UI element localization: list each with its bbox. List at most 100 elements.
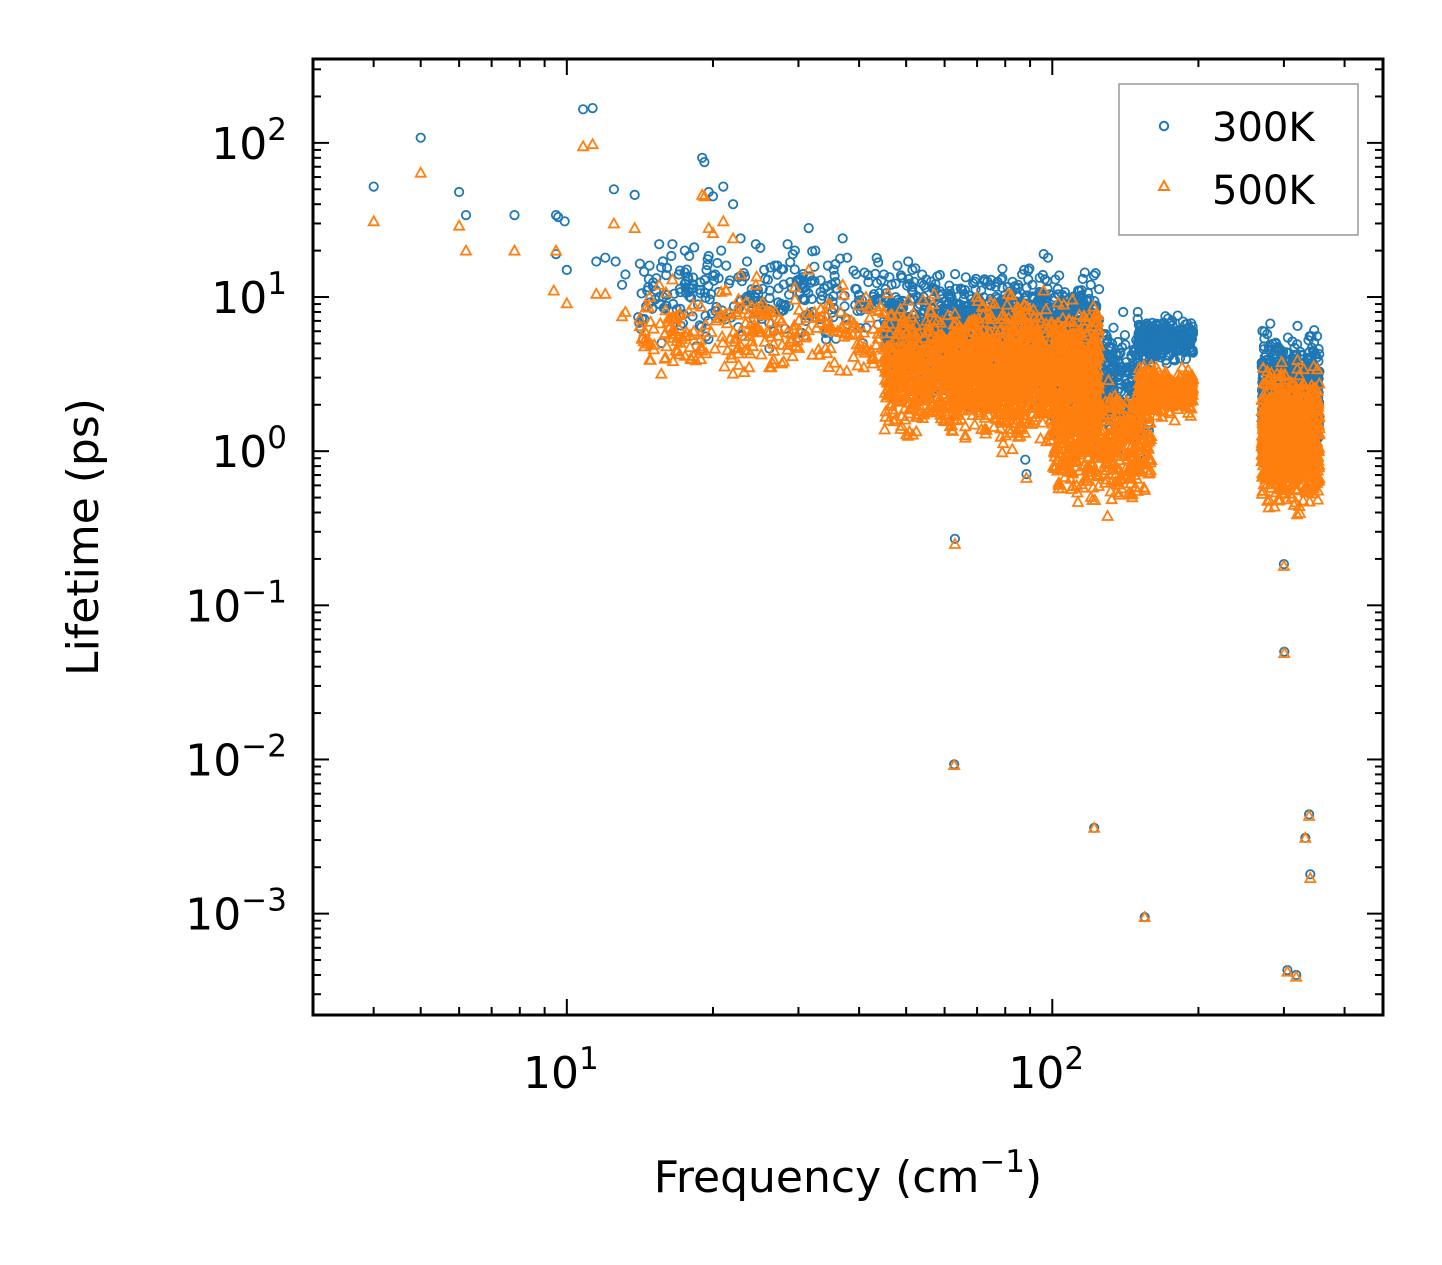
series-300K-point xyxy=(1304,331,1315,342)
series-300K-point xyxy=(681,264,692,275)
series-300K-point xyxy=(1042,252,1054,263)
series-300K-point xyxy=(1162,325,1173,336)
series-300K-point xyxy=(616,279,628,290)
series-300K-point xyxy=(1007,276,1018,287)
series-300K-point xyxy=(509,210,520,221)
series-500K-point xyxy=(893,327,907,340)
series-300K-point xyxy=(960,272,971,283)
series-300K-point xyxy=(705,289,717,300)
series-500K-point xyxy=(665,327,679,339)
series-300K-point xyxy=(1135,341,1146,352)
series-500K-point xyxy=(851,358,865,371)
series-500K-point xyxy=(836,287,850,300)
series-300K-point xyxy=(1175,324,1186,335)
series-500K-point xyxy=(912,403,926,416)
series-500K-point xyxy=(926,297,940,310)
series-300K-point xyxy=(1057,289,1068,301)
series-300K-point xyxy=(629,189,640,200)
series-300K-point xyxy=(789,245,801,256)
series-300K-point xyxy=(1305,869,1316,880)
series-300K-point xyxy=(950,283,961,294)
series-300K-point xyxy=(600,252,611,263)
series-300K-point xyxy=(759,264,770,275)
series-500K-point xyxy=(704,325,718,337)
series-300K-point xyxy=(829,270,840,281)
series-300K-point xyxy=(850,283,861,294)
series-500K-point xyxy=(666,354,680,367)
series-500K-point xyxy=(889,364,903,376)
series-300K-point xyxy=(415,132,426,143)
series-300K-point xyxy=(1018,264,1030,275)
series-500K-point xyxy=(790,333,805,346)
series-500K-point xyxy=(708,341,722,354)
series-500K-point xyxy=(890,351,904,364)
series-300K-point xyxy=(699,274,710,286)
series-300K-point xyxy=(702,254,713,265)
series-300K-point xyxy=(1265,318,1276,329)
series-500K-point xyxy=(810,321,824,333)
series-500K-point xyxy=(857,325,871,338)
series-500K-point xyxy=(971,294,985,307)
series-500K-point xyxy=(730,307,744,320)
series-500K-point xyxy=(879,371,894,384)
series-500K-point xyxy=(671,329,685,342)
series-500K-point xyxy=(792,303,806,315)
series-300K-point xyxy=(1262,328,1273,340)
series-500K-point xyxy=(1000,297,1014,310)
series-300K-point xyxy=(1119,329,1131,341)
series-300K-point xyxy=(727,199,739,210)
series-500K-point xyxy=(948,306,962,319)
series-500K-point xyxy=(919,325,934,337)
series-500K-point xyxy=(928,338,942,350)
series-500K-point xyxy=(647,342,661,355)
series-500K-point xyxy=(844,313,858,326)
series-500K-point xyxy=(912,398,926,411)
series-500K-point xyxy=(788,280,802,293)
series-300K-point xyxy=(873,257,884,268)
series-500K-point xyxy=(873,299,887,312)
series-500K-point xyxy=(893,349,907,362)
series-500K-point xyxy=(892,373,906,386)
series-300K-point xyxy=(608,184,620,195)
series-500K-point xyxy=(890,388,904,400)
plot-frame xyxy=(311,57,1385,1017)
series-500K-point xyxy=(659,351,673,363)
series-500K-point xyxy=(827,355,841,368)
series-300K-point xyxy=(826,279,837,290)
series-500K-point xyxy=(659,303,673,316)
series-500K-point xyxy=(693,332,707,345)
series-500K-point xyxy=(734,324,748,337)
series-300K-point xyxy=(577,104,589,115)
series-500K-point xyxy=(716,335,730,348)
series-300K-point xyxy=(1292,320,1303,331)
series-300K-point xyxy=(907,264,918,275)
series-300K-point xyxy=(721,260,732,271)
series-500K-point xyxy=(853,343,867,356)
series-300K-point xyxy=(1088,270,1100,281)
series-300K-point xyxy=(1272,341,1284,352)
series-500K-point xyxy=(739,294,753,307)
series-500K-point xyxy=(920,389,934,402)
series-500K-point xyxy=(824,320,838,332)
series-500K-point xyxy=(775,314,789,326)
series-500K-point xyxy=(878,422,892,435)
series-300K-point xyxy=(1152,320,1164,331)
series-300K-point xyxy=(1085,279,1096,290)
series-500K-point xyxy=(930,371,944,384)
series-500K-point xyxy=(726,366,740,379)
series-500K-point xyxy=(665,311,679,324)
series-300K-point xyxy=(1261,349,1272,360)
series-300K-point xyxy=(1155,349,1167,360)
series-300K-point xyxy=(925,276,937,287)
series-500K-point xyxy=(924,305,938,318)
series-500K-point xyxy=(851,298,865,311)
series-300K-point xyxy=(1160,355,1172,366)
series-300K-point xyxy=(1180,346,1191,357)
series-300K-point xyxy=(699,157,710,168)
series-500K-point xyxy=(654,366,668,379)
series-300K-point xyxy=(815,275,826,286)
series-300K-point xyxy=(695,284,706,295)
series-300K-point xyxy=(1020,454,1031,465)
series-500K-point xyxy=(834,325,848,338)
series-300K-point xyxy=(892,260,903,271)
